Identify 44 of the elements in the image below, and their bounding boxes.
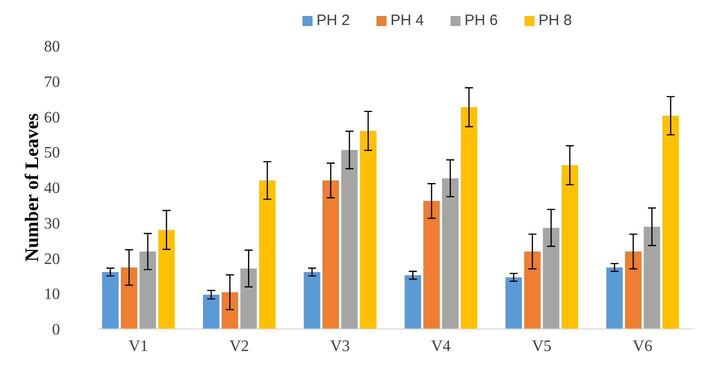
y-tick-label: 50 [44,144,60,162]
bar [423,200,440,329]
bar [202,294,220,329]
bar [505,277,522,329]
bar [644,226,660,329]
bar [102,272,119,329]
y-tick-label: 10 [44,286,60,304]
bar [140,252,156,329]
bar [524,252,541,329]
y-tick-label: 0 [52,322,60,339]
bar [322,180,339,329]
bar [341,150,358,329]
bar [222,292,238,329]
y-tick-label: 80 [44,38,60,56]
bar [360,130,376,329]
x-tick-label: V6 [632,338,652,355]
bar [542,228,560,329]
y-tick-label: 70 [44,74,60,91]
y-tick-label: 40 [44,180,60,198]
bar [259,180,276,329]
x-tick-label: V5 [532,338,552,355]
bar [662,116,679,329]
bar [624,252,642,329]
x-tick-label: V2 [229,338,250,355]
legend-label: PH 2 [316,12,350,29]
bar [460,107,478,329]
bar [240,268,257,329]
bar [304,272,320,329]
y-tick-label: 20 [44,250,60,268]
y-tick-label: 60 [44,109,60,126]
legend-label: PH 8 [538,12,572,29]
x-tick-label: V1 [128,338,148,355]
x-tick-label: V4 [431,338,451,355]
legend-label: PH 4 [390,12,424,29]
x-tick-label: V3 [330,338,350,355]
legend-label: PH 6 [464,12,498,29]
bar [442,178,459,329]
y-axis-title: Number of Leaves [22,113,43,262]
bar [404,275,422,329]
bar [562,165,578,329]
bar [606,267,623,329]
y-tick-label: 30 [44,215,60,232]
bar [120,267,138,329]
bar [158,230,175,329]
